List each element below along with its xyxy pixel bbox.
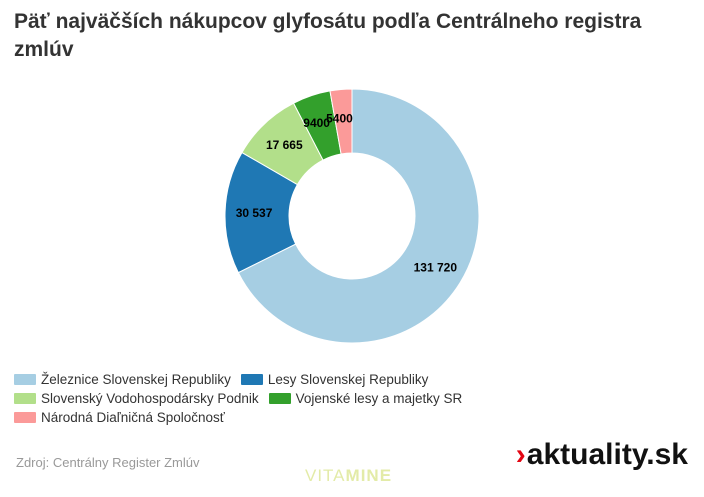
- slice-zeleznice[interactable]: [237, 88, 480, 344]
- source-note: Zdroj: Centrálny Register Zmlúv: [16, 455, 200, 470]
- legend-item-zeleznice[interactable]: Železnice Slovenskej Republiky: [14, 372, 231, 387]
- aktuality-logo[interactable]: › aktuality.sk: [516, 438, 688, 472]
- legend-swatch: [240, 374, 263, 385]
- legend-label: Lesy Slovenskej Republiky: [267, 372, 429, 387]
- data-label-vodohospodarsky: 17 665: [266, 138, 303, 152]
- legend-item-vojenske[interactable]: Vojenské lesy a majetky SR: [268, 391, 463, 406]
- slice-dialnicna[interactable]: [329, 88, 353, 155]
- legend-row: Slovenský Vodohospodársky Podnik Vojensk…: [14, 389, 534, 408]
- brand-name: aktuality.sk: [526, 438, 688, 471]
- data-label-lesy: 30 537: [236, 206, 273, 220]
- legend-item-lesy[interactable]: Lesy Slovenskej Republiky: [240, 372, 429, 387]
- watermark-part2: MINE: [345, 466, 393, 485]
- watermark-part1: VITA: [305, 466, 346, 485]
- legend-item-vodohospodarsky[interactable]: Slovenský Vodohospodársky Podnik: [14, 391, 259, 406]
- legend-label: Slovenský Vodohospodársky Podnik: [41, 391, 259, 406]
- legend-label: Železnice Slovenskej Republiky: [41, 372, 231, 387]
- legend-label: Vojenské lesy a majetky SR: [295, 391, 463, 406]
- legend-row: Železnice Slovenskej Republiky Lesy Slov…: [14, 370, 534, 389]
- legend-swatch: [268, 393, 291, 404]
- legend-label: Národná Diaľničná Spoločnosť: [41, 410, 225, 425]
- legend-item-dialnicna[interactable]: Národná Diaľničná Spoločnosť: [14, 410, 225, 425]
- vitamine-watermark: VITAMINE: [305, 466, 392, 486]
- legend-swatch: [14, 412, 36, 423]
- legend-swatch: [14, 393, 36, 404]
- legend-swatch: [14, 374, 36, 385]
- chart-title: Päť najväčších nákupcov glyfosátu podľa …: [14, 10, 642, 61]
- data-label-dialnicna: 5400: [326, 111, 353, 125]
- chevron-right-icon: ›: [515, 438, 526, 471]
- legend-row: Národná Diaľničná Spoločnosť: [14, 408, 534, 427]
- data-label-zeleznice: 131 720: [414, 261, 458, 275]
- data-label-vojenske: 9400: [303, 116, 330, 130]
- chart-legend: Železnice Slovenskej Republiky Lesy Slov…: [14, 370, 534, 427]
